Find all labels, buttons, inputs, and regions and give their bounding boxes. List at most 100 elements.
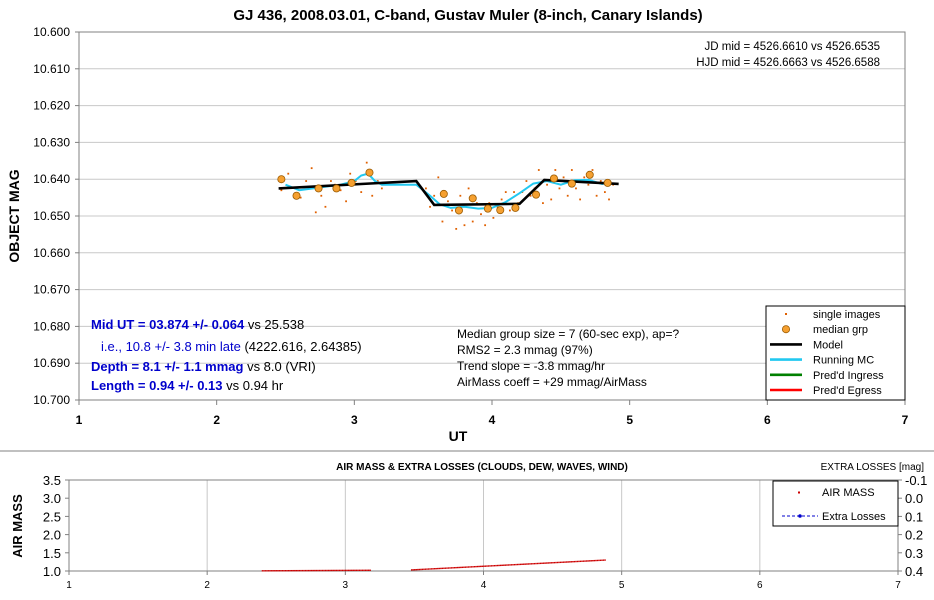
airmass-point: [420, 568, 422, 571]
airmass-point: [579, 560, 582, 563]
single-image-point: [459, 194, 462, 197]
single-image-point: [314, 211, 317, 214]
median-group-point: [549, 174, 558, 183]
airmass-point: [527, 563, 530, 565]
legend-label: Pred'd Egress: [813, 385, 882, 397]
airmass-point: [495, 564, 497, 567]
airmass-point: [604, 559, 606, 561]
airmass-point: [556, 561, 559, 564]
extra-losses-y-axis: 0.4 0.3 0.2 0.1 0.0 -0.1: [898, 473, 927, 579]
legend-marker-single-images: [785, 313, 787, 315]
y2-tick-label: 0.3: [905, 546, 923, 561]
airmass-point: [503, 564, 505, 566]
single-image-point: [566, 194, 569, 197]
single-image-point: [587, 183, 590, 186]
airmass-point: [281, 570, 284, 572]
median-group-point: [365, 168, 374, 177]
airmass-point: [589, 560, 591, 562]
single-image-point: [425, 187, 427, 190]
airmass-point: [552, 562, 554, 564]
airmass-point: [344, 569, 347, 572]
median-group-point: [347, 178, 356, 187]
airmass-point: [544, 562, 546, 564]
single-image-point: [305, 180, 308, 182]
airmass-point: [341, 569, 344, 572]
y-tick-label: 10.700: [33, 393, 70, 407]
y-tick-label: 10.620: [33, 99, 70, 113]
airmass-point: [530, 563, 533, 565]
single-image-point: [513, 191, 515, 193]
airmass-point: [334, 569, 336, 572]
airmass-point: [501, 564, 503, 567]
airmass-point: [519, 563, 522, 566]
airmass-point: [538, 562, 540, 565]
x-tick-label: 5: [619, 580, 625, 591]
airmass-point: [421, 568, 424, 571]
median-group-point: [511, 203, 520, 212]
y-gridlines: [79, 68, 905, 364]
single-image-point: [599, 180, 602, 182]
median-group-point: [332, 184, 341, 193]
airmass-point: [300, 569, 302, 572]
airmass-point: [562, 561, 565, 563]
airmass-point: [529, 563, 531, 565]
legend-label: Extra Losses: [822, 511, 886, 523]
airmass-point: [515, 563, 517, 566]
single-image-point: [492, 216, 495, 219]
airmass-point: [493, 564, 496, 567]
legend-label: median grp: [813, 324, 868, 336]
median-group-point: [454, 206, 463, 215]
airmass-point: [314, 569, 316, 572]
airmass-point: [337, 569, 339, 572]
fit-result-line: Length = 0.94 +/- 0.13 vs 0.94 hr: [91, 378, 284, 393]
airmass-point: [320, 569, 322, 572]
single-image-point: [591, 169, 594, 171]
single-image-point: [433, 194, 436, 197]
single-image-point: [480, 213, 482, 216]
single-image-point: [380, 187, 383, 190]
airmass-point: [578, 560, 580, 563]
y-tick-label: 1.5: [43, 546, 61, 561]
median-group-point: [483, 204, 492, 213]
fit-result-reference: vs 25.538: [244, 317, 304, 332]
airmass-point: [438, 567, 440, 570]
airmass-point: [367, 569, 370, 571]
airmass-point: [286, 569, 288, 572]
airmass-point: [444, 567, 447, 569]
airmass-y-axis: 1.0 1.5 2.0 2.5 3.0 3.5: [43, 473, 69, 579]
fit-result-value: i.e., 10.8 +/- 3.8 min late: [101, 339, 241, 354]
single-image-point: [484, 224, 487, 227]
airmass-point: [264, 570, 267, 572]
airmass-point: [346, 569, 348, 572]
airmass-point: [297, 569, 299, 572]
airmass-point: [417, 568, 419, 571]
airmass-point: [469, 566, 471, 568]
y-axis: 10.600 10.610 10.620 10.630 10.640 10.650 10.6…: [33, 25, 79, 407]
airmass-point: [275, 570, 277, 572]
airmass-point: [331, 569, 333, 572]
chart-title: GJ 436, 2008.03.01, C-band, Gustav Muler…: [233, 7, 702, 24]
y-tick-label: 2.0: [43, 528, 61, 543]
airmass-point: [280, 570, 282, 572]
median-group-point: [468, 194, 477, 203]
airmass-point: [410, 569, 413, 571]
y-tick-label: 2.5: [43, 509, 61, 524]
airmass-point: [595, 559, 597, 562]
airmass-point: [457, 566, 459, 569]
y-tick-label: 1.0: [43, 564, 61, 579]
airmass-x-axis: 1 2 3 4 5 6 7: [66, 571, 901, 591]
airmass-point: [470, 566, 473, 568]
single-image-point: [299, 196, 302, 199]
fit-result-reference: vs 0.94 hr: [223, 378, 284, 393]
airmass-point: [321, 569, 324, 572]
airmass-point: [424, 568, 427, 570]
airmass-point: [550, 562, 553, 564]
legend-box: [765, 305, 906, 401]
airmass-point: [355, 569, 358, 572]
legend-label: Model: [813, 339, 843, 351]
y-tick-label: 10.670: [33, 283, 70, 297]
median-group-point: [439, 189, 448, 198]
legend-label: Running MC: [813, 355, 874, 367]
single-image-point: [447, 200, 449, 203]
fit-results: Mid UT = 03.874 +/- 0.064 vs 25.538i.e.,…: [91, 317, 362, 393]
